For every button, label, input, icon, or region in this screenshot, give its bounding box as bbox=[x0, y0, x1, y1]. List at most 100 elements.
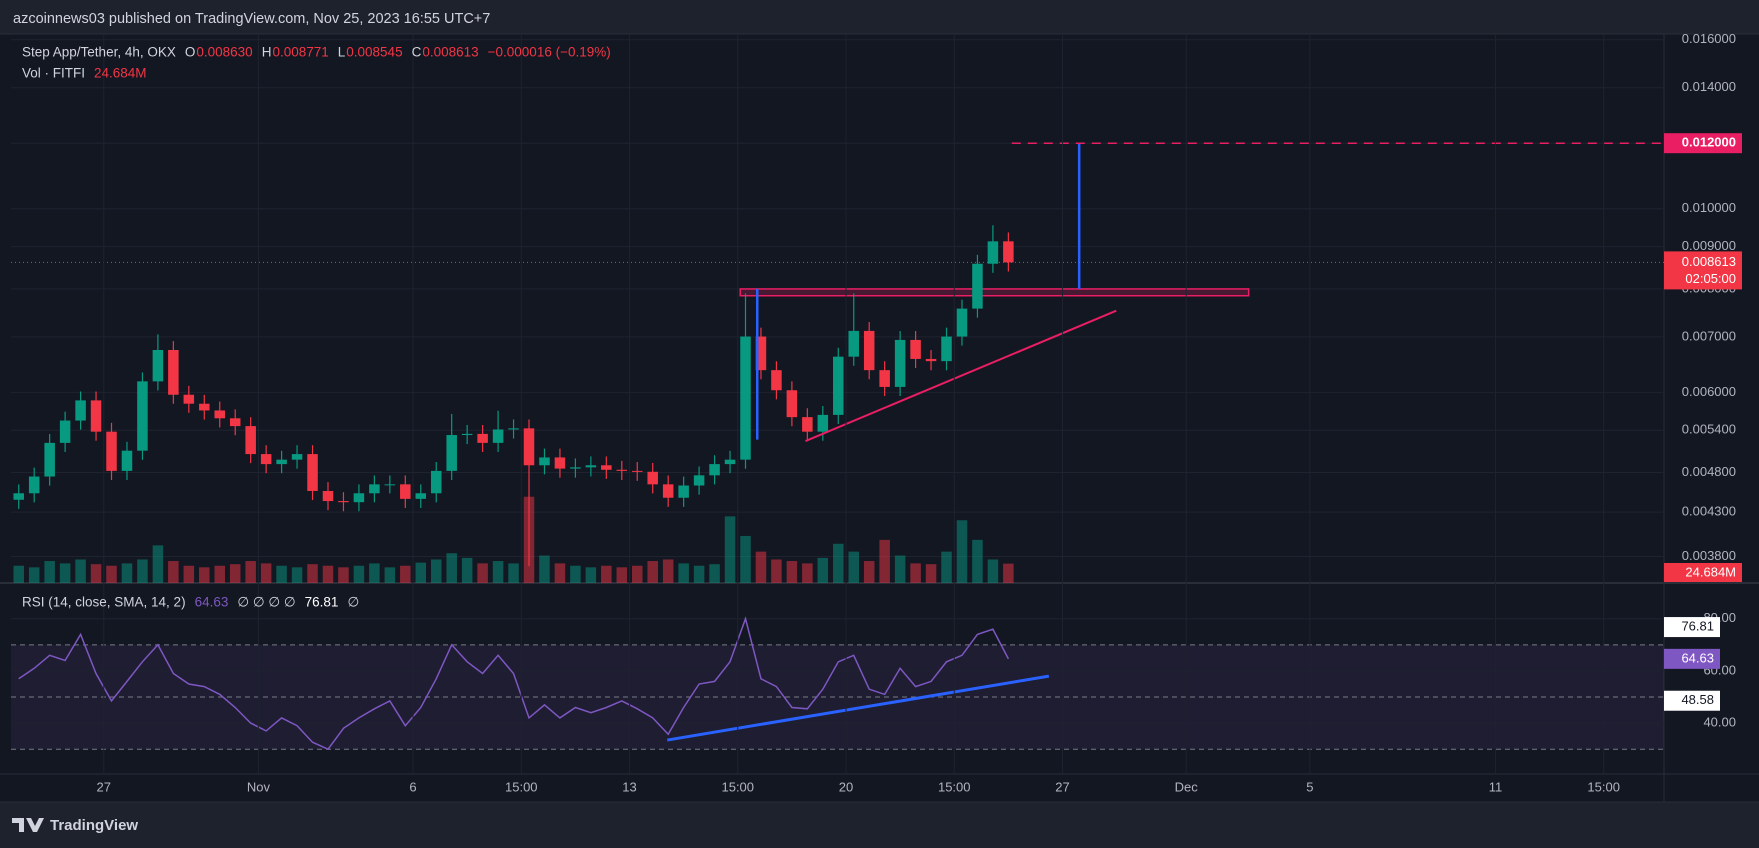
volume-bar bbox=[662, 559, 674, 583]
volume-bar bbox=[446, 553, 457, 583]
candle-body bbox=[28, 476, 40, 494]
volume-bar bbox=[59, 563, 71, 583]
candle-body bbox=[44, 442, 55, 477]
volume-bar bbox=[616, 567, 628, 583]
candle-body bbox=[554, 457, 566, 469]
x-tick-label: 15:00 bbox=[1587, 779, 1620, 794]
volume-bar bbox=[941, 551, 952, 583]
y-tick-label: 0.005400 bbox=[1682, 422, 1736, 437]
y-tick-label: 0.003800 bbox=[1682, 548, 1736, 563]
rsi-tag-label: 64.63 bbox=[1681, 650, 1714, 665]
rsi-trend-line bbox=[667, 674, 1050, 742]
volume-bar bbox=[554, 563, 566, 583]
candle-body bbox=[879, 370, 890, 387]
volume-bar bbox=[121, 563, 133, 583]
candle-body bbox=[492, 429, 504, 443]
candle-body bbox=[415, 493, 427, 499]
legend-text: 0.008630 bbox=[196, 45, 252, 60]
candle-body bbox=[755, 336, 767, 371]
volume-bar bbox=[539, 555, 550, 583]
candle-body bbox=[508, 428, 519, 430]
candle-body bbox=[199, 403, 210, 411]
rsi-tag bbox=[1664, 648, 1720, 669]
volume-bar bbox=[183, 565, 195, 583]
volume-bar bbox=[415, 562, 427, 583]
legend-text: Step App/Tether, 4h, OKX bbox=[22, 45, 176, 60]
rsi-tick-label: 40.00 bbox=[1703, 715, 1736, 730]
legend-text: L bbox=[338, 45, 346, 60]
candle-body bbox=[523, 428, 535, 466]
candle-body bbox=[802, 417, 813, 432]
candle-body bbox=[477, 433, 488, 443]
volume-bar bbox=[106, 565, 117, 583]
volume-bar bbox=[740, 535, 751, 583]
candle-body bbox=[647, 471, 658, 485]
volume-bar bbox=[678, 563, 689, 583]
candle-body bbox=[137, 381, 148, 451]
candle-body bbox=[910, 339, 921, 359]
candle-body bbox=[121, 450, 133, 471]
candle-body bbox=[229, 418, 241, 427]
candle-body bbox=[245, 426, 256, 455]
volume-bar bbox=[44, 561, 55, 583]
volume-bar bbox=[214, 565, 226, 583]
rsi-tag-label: 76.81 bbox=[1681, 619, 1714, 634]
x-tick-label: 15:00 bbox=[938, 779, 971, 794]
volume-bar bbox=[910, 563, 921, 583]
candle-body bbox=[276, 459, 287, 465]
candle-body bbox=[941, 336, 952, 362]
y-tick-label: 0.009000 bbox=[1682, 238, 1736, 253]
volume-bar bbox=[693, 565, 705, 583]
rsi-pane bbox=[11, 616, 1664, 751]
candle-body bbox=[662, 484, 674, 498]
candle-body bbox=[1003, 241, 1014, 263]
rsi-tag bbox=[1664, 690, 1720, 711]
legend-text: O bbox=[185, 45, 196, 60]
volume-bar bbox=[229, 564, 241, 583]
volume-bar bbox=[647, 561, 658, 583]
volume-bar bbox=[28, 567, 40, 583]
candle-body bbox=[59, 420, 71, 443]
y-tick-label: 0.016000 bbox=[1682, 31, 1736, 46]
volume-bar bbox=[477, 563, 488, 583]
candle-body bbox=[863, 330, 875, 371]
candle-body bbox=[709, 464, 720, 476]
candle-body bbox=[616, 469, 628, 471]
legend-text: 0.008545 bbox=[346, 45, 402, 60]
candle-body bbox=[152, 350, 164, 382]
volume-tag bbox=[1664, 563, 1742, 582]
volume-bar bbox=[833, 543, 844, 583]
volume-bar bbox=[817, 557, 829, 583]
last-price-tag bbox=[1664, 251, 1742, 290]
candle-body bbox=[168, 350, 179, 395]
candle-body bbox=[972, 263, 983, 309]
x-tick-label: 6 bbox=[409, 779, 416, 794]
candle-body bbox=[925, 358, 937, 362]
volume-bar bbox=[802, 563, 813, 583]
candle-body bbox=[631, 470, 643, 472]
trend-line bbox=[805, 309, 1117, 442]
volume-bar bbox=[369, 563, 380, 583]
y-tick-label: 0.010000 bbox=[1682, 200, 1736, 215]
y-tick-label: 0.014000 bbox=[1682, 79, 1736, 94]
resistance-zone bbox=[739, 288, 1250, 297]
volume-bar bbox=[168, 561, 179, 583]
volume-bar bbox=[972, 539, 983, 583]
candle-body bbox=[894, 339, 906, 387]
volume-bar bbox=[400, 565, 411, 583]
volume-bar bbox=[771, 559, 782, 583]
volume-bar bbox=[709, 564, 720, 583]
legend-text: ∅ bbox=[347, 595, 359, 610]
candle-body bbox=[956, 308, 968, 337]
volume-bar bbox=[848, 551, 859, 583]
legend-text: 0.008771 bbox=[272, 45, 328, 60]
legend-text: 24.684M bbox=[94, 66, 147, 81]
legend-text: C bbox=[412, 45, 422, 60]
volume-bar bbox=[601, 565, 612, 583]
volume-bar bbox=[755, 551, 767, 583]
header-text: azcoinnews03 published on TradingView.co… bbox=[13, 11, 490, 27]
volume-bar bbox=[508, 563, 519, 583]
candle-body bbox=[771, 370, 782, 391]
x-tick-label: 11 bbox=[1489, 779, 1503, 794]
footer-text: TradingView bbox=[50, 817, 138, 834]
